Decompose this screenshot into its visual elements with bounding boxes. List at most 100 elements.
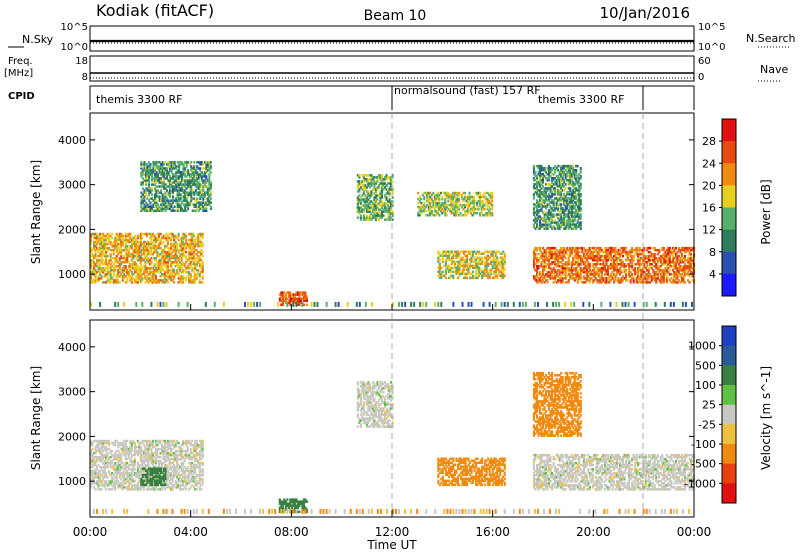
echo-cell <box>603 246 606 250</box>
echo-cell <box>147 248 150 252</box>
echo-cell <box>191 248 194 252</box>
echo-cell <box>194 175 197 178</box>
echo-cell <box>449 276 452 280</box>
echo-cell <box>376 180 379 183</box>
echo-cell <box>587 256 590 260</box>
echo-cell <box>569 273 572 276</box>
echo-cell <box>502 258 505 261</box>
echo-cell <box>175 177 178 180</box>
echo-cell <box>545 248 548 252</box>
echo-cell <box>123 269 126 272</box>
echo-cell <box>160 173 163 176</box>
echo-cell <box>603 269 606 272</box>
echo-cell <box>603 267 606 270</box>
echo-cell <box>163 177 166 180</box>
echo-cell <box>465 199 468 203</box>
echo-cell <box>430 209 433 213</box>
echo-cell <box>588 269 591 272</box>
echo-cell <box>468 203 471 207</box>
echo-cell <box>473 266 476 270</box>
echo-cell <box>591 252 594 256</box>
echo-cell <box>570 252 573 256</box>
echo-cell <box>195 252 198 256</box>
echo-cell <box>106 254 109 258</box>
echo-cell <box>481 270 484 274</box>
echo-cell <box>200 265 203 268</box>
echo-cell <box>187 173 190 176</box>
echo-cell <box>436 203 439 207</box>
echo-cell <box>613 273 616 276</box>
echo-cell <box>182 242 185 246</box>
echo-cell <box>445 193 448 197</box>
echo-cell <box>301 291 304 294</box>
echo-cell <box>184 169 187 172</box>
echo-cell <box>115 238 118 242</box>
echo-cell <box>549 263 552 266</box>
echo-cell <box>493 250 496 253</box>
echo-cell <box>142 244 145 248</box>
echo-cell <box>118 267 121 270</box>
echo-cell <box>201 236 204 240</box>
echo-cell <box>147 189 150 192</box>
echo-cell <box>502 274 505 278</box>
echo-cell <box>194 171 197 174</box>
echo-cell <box>196 193 199 196</box>
echo-cell <box>451 203 454 207</box>
echo-cell <box>499 264 502 268</box>
echo-cell <box>164 187 167 190</box>
echo-cell <box>493 266 496 270</box>
echo-cell <box>486 197 489 201</box>
echo-cell <box>174 259 177 262</box>
echo-cell <box>385 196 388 199</box>
echo-cell <box>455 250 458 253</box>
echo-cell <box>168 250 171 254</box>
echo-cell <box>100 259 103 262</box>
echo-cell <box>182 238 185 242</box>
echo-cell <box>177 273 180 276</box>
echo-cell <box>192 242 195 246</box>
echo-cell <box>140 209 143 212</box>
echo-cell <box>148 263 151 266</box>
echo-cell <box>152 167 155 170</box>
echo-cell <box>455 254 458 257</box>
echo-cell <box>593 263 596 266</box>
echo-cell <box>182 275 185 278</box>
echo-cell <box>148 271 151 274</box>
echo-cell <box>139 232 142 236</box>
date-label: 10/Jan/2016 <box>600 4 691 22</box>
echo-cell <box>594 259 597 262</box>
echo-cell <box>391 190 394 193</box>
echo-cell <box>132 238 135 242</box>
echo-cell <box>132 256 135 260</box>
echo-region <box>140 161 212 212</box>
echo-cell <box>118 242 121 246</box>
echo-cell <box>476 256 479 259</box>
echo-cell <box>145 252 148 256</box>
echo-cell <box>458 254 461 257</box>
echo-cell <box>169 205 172 208</box>
echo-cell <box>603 277 606 280</box>
echo-cell <box>164 234 167 238</box>
echo-cell <box>485 274 488 278</box>
echo-cell <box>532 261 535 264</box>
echo-cell <box>365 208 368 211</box>
echo-cell <box>163 179 166 182</box>
echo-cell <box>115 234 118 238</box>
echo-cell <box>380 184 383 187</box>
echo-cell <box>124 232 127 236</box>
echo-cell <box>159 242 162 246</box>
echo-cell <box>181 175 184 178</box>
echo-cell <box>133 279 136 282</box>
echo-cell <box>433 205 436 209</box>
echo-cell <box>146 189 149 192</box>
echo-cell <box>191 279 194 282</box>
echo-cell <box>190 179 193 182</box>
echo-cell <box>93 244 96 248</box>
echo-cell <box>555 248 558 252</box>
echo-cell <box>121 238 124 242</box>
echo-cell <box>469 250 472 253</box>
echo-cell <box>201 250 204 254</box>
echo-cell <box>158 281 161 284</box>
echo-cell <box>447 252 450 255</box>
echo-cell <box>454 211 457 215</box>
